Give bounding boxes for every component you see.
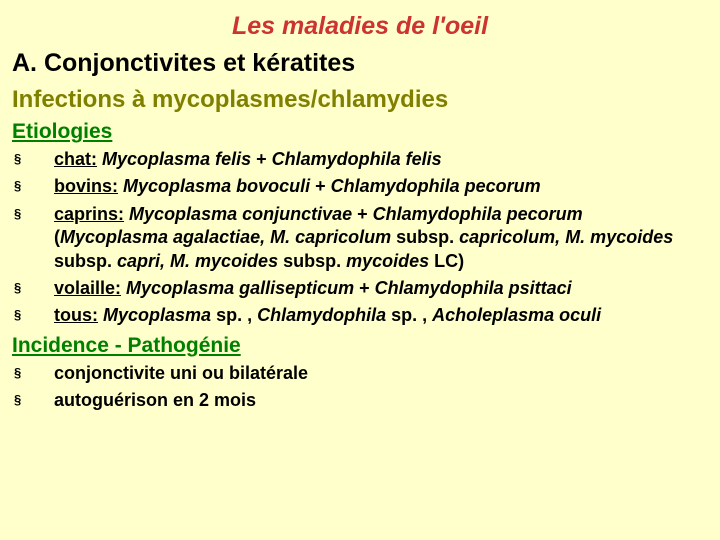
bullet-icon: § xyxy=(12,277,54,297)
list-item-content: bovins: Mycoplasma bovoculi + Chlamydoph… xyxy=(54,175,708,198)
extra-t4: LC) xyxy=(429,251,464,271)
lead-label: chat: xyxy=(54,149,97,169)
bullet-icon: § xyxy=(12,175,54,195)
plus: + xyxy=(354,278,375,298)
bullet-icon: § xyxy=(12,304,54,324)
list-item: § volaille: Mycoplasma gallisepticum + C… xyxy=(12,277,708,300)
bullet-icon: § xyxy=(12,362,54,382)
species-b: Chlamydophila pecorum xyxy=(373,204,583,224)
list-item-content: caprins: Mycoplasma conjunctivae + Chlam… xyxy=(54,203,708,273)
extra-i2: capricolum, M. mycoides xyxy=(459,227,673,247)
t1: sp. , xyxy=(211,305,257,325)
list-item: § bovins: Mycoplasma bovoculi + Chlamydo… xyxy=(12,175,708,198)
list-item: § conjonctivite uni ou bilatérale xyxy=(12,362,708,385)
list-item-text: conjonctivite uni ou bilatérale xyxy=(54,362,708,385)
extra-t1: subsp. xyxy=(391,227,459,247)
sub-heading: Infections à mycoplasmes/chlamydies xyxy=(12,86,708,114)
extra-t3: subsp. xyxy=(278,251,346,271)
list-item: § tous: Mycoplasma sp. , Chlamydophila s… xyxy=(12,304,708,327)
etiologies-list: § chat: Mycoplasma felis + Chlamydophila… xyxy=(12,148,708,328)
extra-i1: Mycoplasma agalactiae, M. capricolum xyxy=(60,227,391,247)
species-a: Mycoplasma gallisepticum xyxy=(126,278,354,298)
section-heading: A. Conjonctivites et kératites xyxy=(12,49,708,78)
species-a: Mycoplasma bovoculi xyxy=(123,176,310,196)
incidence-heading: Incidence - Pathogénie xyxy=(12,334,708,358)
species-b: Chlamydophila xyxy=(257,305,386,325)
plus: + xyxy=(352,204,373,224)
page-title: Les maladies de l'oeil xyxy=(12,12,708,41)
extra-i4: mycoides xyxy=(346,251,429,271)
lead-label: tous: xyxy=(54,305,98,325)
species-b: Chlamydophila pecorum xyxy=(331,176,541,196)
lead-label: caprins: xyxy=(54,204,124,224)
bullet-icon: § xyxy=(12,148,54,168)
list-item: § autoguérison en 2 mois xyxy=(12,389,708,412)
list-item: § chat: Mycoplasma felis + Chlamydophila… xyxy=(12,148,708,171)
lead-label: volaille: xyxy=(54,278,121,298)
species-c: Acholeplasma oculi xyxy=(432,305,601,325)
plus: + xyxy=(310,176,331,196)
species-b: Chlamydophila psittaci xyxy=(375,278,572,298)
species-b: Chlamydophila felis xyxy=(272,149,442,169)
species-a: Mycoplasma conjunctivae xyxy=(129,204,352,224)
t2: sp. , xyxy=(386,305,432,325)
list-item-content: tous: Mycoplasma sp. , Chlamydophila sp.… xyxy=(54,304,708,327)
plus: + xyxy=(251,149,272,169)
list-item-content: chat: Mycoplasma felis + Chlamydophila f… xyxy=(54,148,708,171)
incidence-list: § conjonctivite uni ou bilatérale § auto… xyxy=(12,362,708,413)
species-a: Mycoplasma xyxy=(103,305,211,325)
bullet-icon: § xyxy=(12,203,54,223)
extra-i3: capri, M. mycoides xyxy=(117,251,278,271)
bullet-icon: § xyxy=(12,389,54,409)
list-item-text: autoguérison en 2 mois xyxy=(54,389,708,412)
lead-label: bovins: xyxy=(54,176,118,196)
list-item-content: volaille: Mycoplasma gallisepticum + Chl… xyxy=(54,277,708,300)
extra-t2: subsp. xyxy=(54,251,117,271)
etiologies-heading: Etiologies xyxy=(12,120,708,144)
list-item: § caprins: Mycoplasma conjunctivae + Chl… xyxy=(12,203,708,273)
species-a: Mycoplasma felis xyxy=(102,149,251,169)
